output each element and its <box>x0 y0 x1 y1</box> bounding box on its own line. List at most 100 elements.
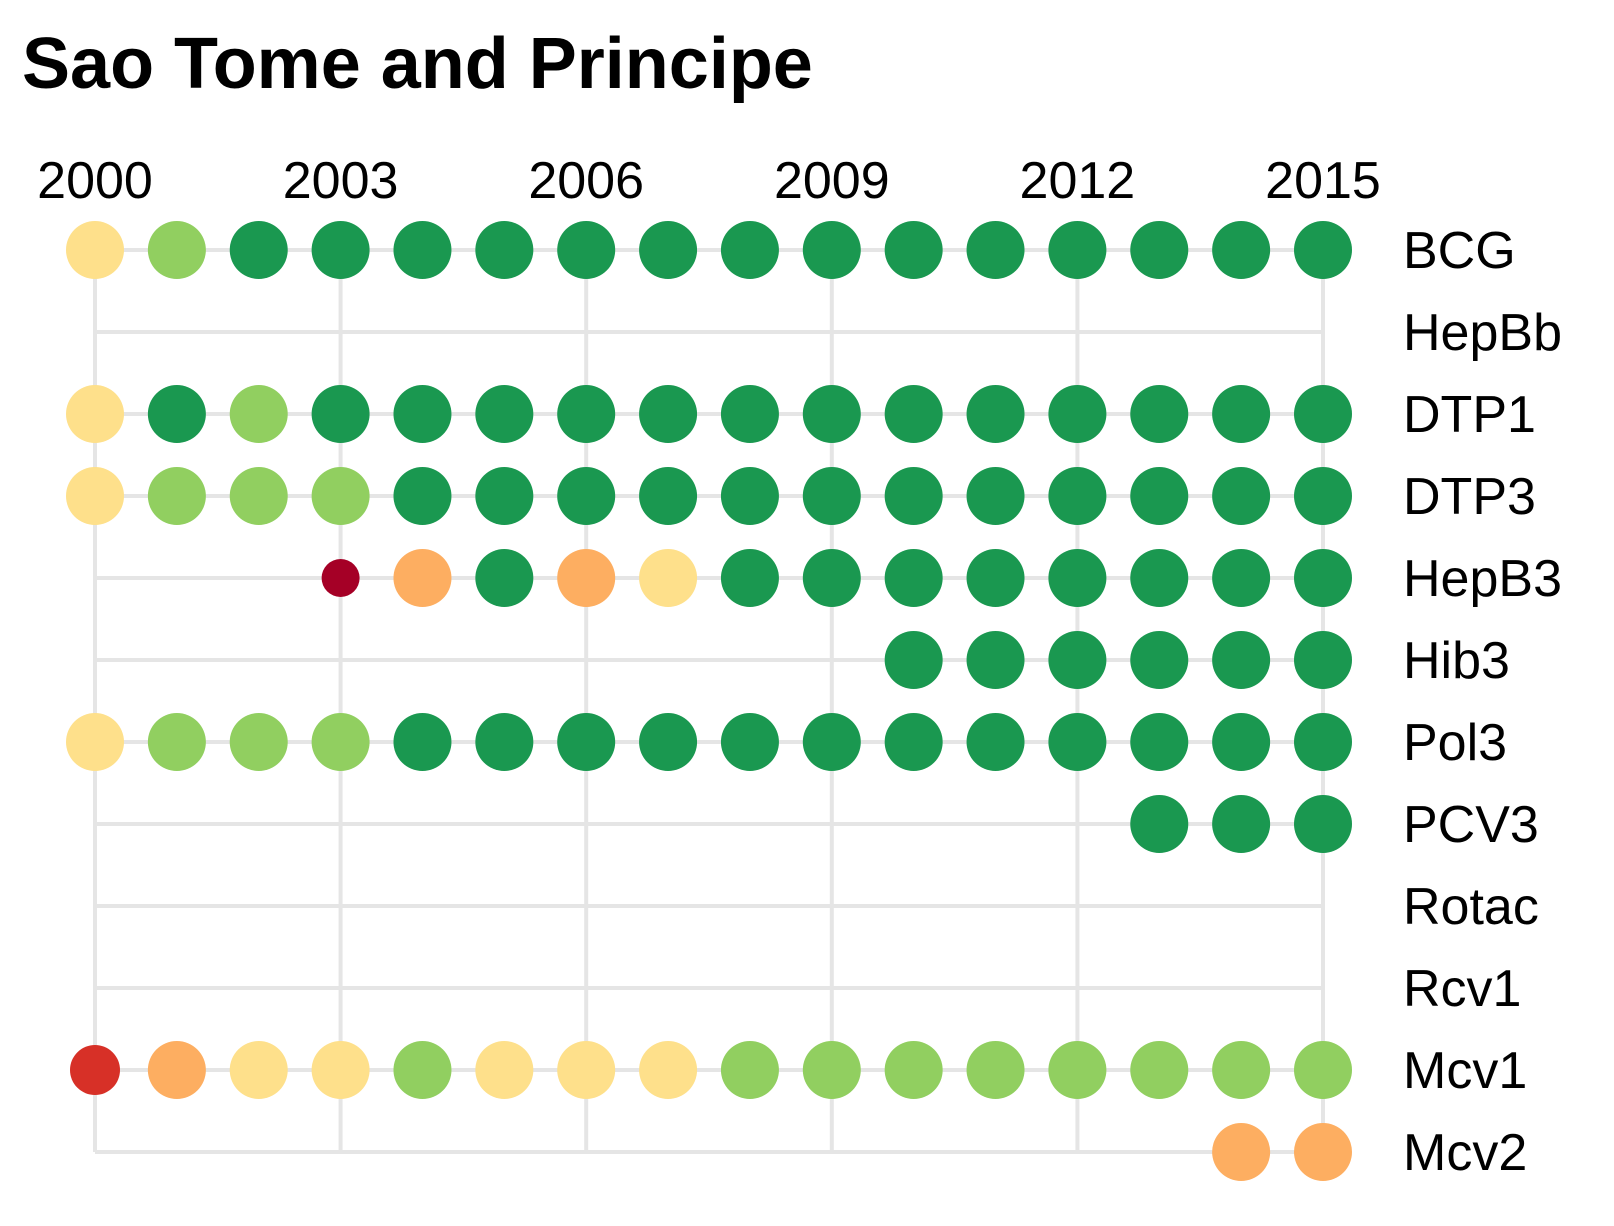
dot-mcv1-2013 <box>1130 1041 1189 1099</box>
dot-dtp3-2009 <box>802 467 861 525</box>
row-label-mcv2: Mcv2 <box>1403 1124 1527 1182</box>
dot-dtp1-2009 <box>802 385 861 443</box>
dot-bcg-2009 <box>802 221 861 279</box>
dot-hepb3-2003 <box>321 559 360 597</box>
dot-bcg-2010 <box>884 221 943 279</box>
dot-pol3-2006 <box>557 713 616 771</box>
dot-mcv1-2015 <box>1294 1041 1352 1099</box>
dot-pol3-2007 <box>639 713 698 771</box>
dot-mcv1-2001 <box>147 1041 206 1099</box>
dot-dtp3-2005 <box>475 467 534 525</box>
dot-hib3-2011 <box>966 631 1025 689</box>
dot-dtp1-2015 <box>1294 385 1352 443</box>
dot-dtp1-2007 <box>639 385 698 443</box>
dot-pol3-2010 <box>884 713 943 771</box>
dot-pol3-2000 <box>66 713 124 771</box>
dot-dtp1-2002 <box>229 385 288 443</box>
dot-pol3-2004 <box>393 713 452 771</box>
dot-hib3-2015 <box>1294 631 1352 689</box>
x-tick-label-2012: 2012 <box>1020 152 1136 210</box>
dot-dtp1-2014 <box>1212 385 1271 443</box>
dot-hib3-2014 <box>1212 631 1271 689</box>
dot-hepb3-2013 <box>1130 549 1189 607</box>
dot-dtp3-2012 <box>1048 467 1107 525</box>
dot-hepb3-2007 <box>639 549 698 607</box>
dot-mcv1-2000 <box>70 1045 120 1095</box>
dot-bcg-2000 <box>66 221 124 279</box>
dot-pol3-2012 <box>1048 713 1107 771</box>
x-tick-label-2003: 2003 <box>283 152 399 210</box>
dot-dtp1-2013 <box>1130 385 1189 443</box>
row-label-rotac: Rotac <box>1403 878 1539 936</box>
dot-pol3-2014 <box>1212 713 1271 771</box>
dot-hepb3-2014 <box>1212 549 1271 607</box>
dot-dtp1-2003 <box>311 385 370 443</box>
dot-pol3-2003 <box>311 713 370 771</box>
dot-hepb3-2009 <box>802 549 861 607</box>
dot-mcv1-2011 <box>966 1041 1025 1099</box>
dot-dtp1-2012 <box>1048 385 1107 443</box>
dot-dtp1-2001 <box>147 385 206 443</box>
dot-bcg-2003 <box>311 221 370 279</box>
dot-bcg-2006 <box>557 221 616 279</box>
dot-mcv1-2004 <box>393 1041 452 1099</box>
row-label-pol3: Pol3 <box>1403 714 1507 772</box>
dot-dtp3-2000 <box>66 467 124 525</box>
dot-bcg-2015 <box>1294 221 1352 279</box>
dot-dtp3-2002 <box>229 467 288 525</box>
dot-pol3-2015 <box>1294 713 1352 771</box>
dot-pol3-2013 <box>1130 713 1189 771</box>
dot-dtp3-2007 <box>639 467 698 525</box>
dot-dtp1-2010 <box>884 385 943 443</box>
dot-hepb3-2005 <box>475 549 534 607</box>
dot-bcg-2007 <box>639 221 698 279</box>
dot-dtp3-2010 <box>884 467 943 525</box>
row-label-hepb3: HepB3 <box>1403 550 1562 608</box>
dot-layer <box>66 221 1352 1181</box>
dot-bcg-2013 <box>1130 221 1189 279</box>
dot-bcg-2012 <box>1048 221 1107 279</box>
x-tick-label-2000: 2000 <box>37 152 153 210</box>
dot-dtp3-2006 <box>557 467 616 525</box>
row-label-hepbb: HepBb <box>1403 304 1562 362</box>
x-tick-label-2009: 2009 <box>774 152 890 210</box>
row-label-dtp1: DTP1 <box>1403 386 1536 444</box>
dot-bcg-2001 <box>147 221 206 279</box>
dot-mcv1-2007 <box>639 1041 698 1099</box>
dot-bcg-2008 <box>720 221 779 279</box>
dot-dtp3-2001 <box>147 467 206 525</box>
dot-mcv1-2014 <box>1212 1041 1271 1099</box>
dot-hepb3-2004 <box>393 549 452 607</box>
dot-pol3-2005 <box>475 713 534 771</box>
dot-hepb3-2006 <box>557 549 616 607</box>
dot-pol3-2001 <box>147 713 206 771</box>
dot-bcg-2004 <box>393 221 452 279</box>
dot-hepb3-2011 <box>966 549 1025 607</box>
dot-mcv2-2014 <box>1212 1123 1271 1181</box>
dot-pcv3-2013 <box>1130 795 1189 853</box>
dot-hepb3-2010 <box>884 549 943 607</box>
dot-mcv1-2008 <box>720 1041 779 1099</box>
dot-bcg-2011 <box>966 221 1025 279</box>
dot-dtp3-2008 <box>720 467 779 525</box>
dot-mcv1-2006 <box>557 1041 616 1099</box>
dot-hib3-2012 <box>1048 631 1107 689</box>
dot-pcv3-2015 <box>1294 795 1352 853</box>
dot-hepb3-2012 <box>1048 549 1107 607</box>
label-layer: 2000 2003 2006 2009 2012 2015 BCG HepBb DTP1 DTP3… <box>37 152 1562 1182</box>
dot-pol3-2008 <box>720 713 779 771</box>
dot-mcv2-2015 <box>1294 1123 1352 1181</box>
x-tick-label-2015: 2015 <box>1265 152 1381 210</box>
dot-bcg-2002 <box>229 221 288 279</box>
dot-pcv3-2014 <box>1212 795 1271 853</box>
dot-dtp1-2011 <box>966 385 1025 443</box>
row-label-mcv1: Mcv1 <box>1403 1042 1527 1100</box>
dot-dtp3-2004 <box>393 467 452 525</box>
dot-dtp1-2005 <box>475 385 534 443</box>
dot-bcg-2014 <box>1212 221 1271 279</box>
dot-dtp3-2011 <box>966 467 1025 525</box>
dot-mcv1-2005 <box>475 1041 534 1099</box>
dot-pol3-2002 <box>229 713 288 771</box>
x-tick-label-2006: 2006 <box>528 152 644 210</box>
